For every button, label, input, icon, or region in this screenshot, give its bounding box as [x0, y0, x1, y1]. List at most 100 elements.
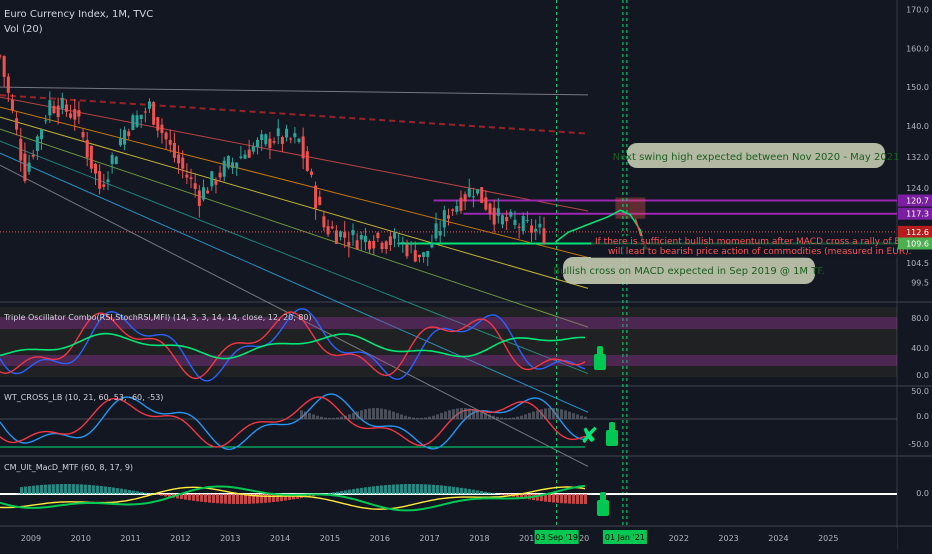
candle-body: [447, 215, 450, 218]
price-tick-label: 132.0: [906, 153, 929, 162]
wt-histogram-bar: [544, 408, 547, 419]
candle-body: [505, 217, 508, 221]
candle-body: [202, 187, 205, 199]
wt-histogram-bar: [472, 409, 475, 419]
candle-body: [401, 242, 404, 243]
year-tick-label: 2012: [170, 534, 190, 543]
candle-body: [82, 132, 85, 137]
macd-histogram-bar: [464, 488, 467, 494]
macd-histogram-bar: [108, 487, 111, 494]
candle-body: [356, 240, 359, 249]
candle-body: [439, 231, 442, 235]
candle-body: [0, 55, 2, 56]
candle-body: [293, 133, 296, 137]
macd-histogram-bar: [140, 492, 143, 494]
wt-histogram-bar: [300, 410, 303, 419]
year-tick-label: 2018: [469, 534, 489, 543]
macd-histogram-bar: [160, 494, 163, 496]
candle-body: [268, 139, 271, 148]
candle-body: [385, 241, 388, 249]
year-tick-label: 2010: [71, 534, 91, 543]
macd-histogram-bar: [232, 494, 235, 504]
macd-histogram-bar: [412, 484, 415, 494]
thumbs-up-icon-wt: [606, 430, 618, 446]
candle-body: [156, 117, 159, 130]
candle-body: [181, 158, 184, 169]
candle-body: [160, 125, 163, 133]
candle-body: [144, 111, 147, 112]
macd-histogram-bar: [204, 494, 207, 502]
macd-histogram-bar: [356, 488, 359, 494]
thumbs-up-icon-osc: [597, 346, 603, 356]
wt-histogram-bar: [484, 413, 487, 419]
candle-body: [219, 173, 222, 178]
wt-histogram-bar: [408, 417, 411, 419]
candle-body: [115, 157, 118, 164]
macd-histogram-bar: [44, 485, 47, 494]
wt-histogram-bar: [548, 408, 551, 419]
candle-body: [459, 198, 462, 211]
candle-body: [376, 233, 379, 238]
macd-histogram-bar: [36, 485, 39, 494]
candle-body: [244, 154, 247, 158]
candle-body: [368, 241, 371, 249]
candle-body: [364, 236, 367, 242]
time-marker-sep-2019: 03 Sep '19: [535, 533, 578, 542]
wt-histogram-bar: [428, 417, 431, 419]
macd-histogram-bar: [332, 492, 335, 494]
macd-histogram-bar: [400, 484, 403, 494]
macd-histogram-bar: [132, 491, 135, 494]
candle-body: [430, 244, 433, 248]
candle-body: [389, 236, 392, 245]
wt-histogram-bar: [416, 418, 419, 419]
wt-histogram-bar: [444, 412, 447, 419]
macd-histogram-bar: [556, 494, 559, 503]
candle-body: [86, 140, 89, 158]
wt-histogram-bar: [560, 409, 563, 419]
wt-histogram-bar: [456, 408, 459, 419]
price-tick-label: 160.0: [906, 44, 929, 53]
wt-histogram-bar: [388, 410, 391, 419]
candle-body: [235, 163, 238, 168]
candle-body: [414, 250, 417, 261]
candle-body: [372, 241, 375, 248]
macd-histogram-bar: [396, 484, 399, 494]
wt-histogram-bar: [372, 408, 375, 419]
macd-histogram-bar: [404, 484, 407, 494]
macd-histogram-bar: [220, 494, 223, 504]
thumbs-up-icon-macd: [600, 492, 606, 502]
macd-histogram-bar: [32, 486, 35, 494]
wt-histogram-bar: [504, 418, 507, 419]
macd-histogram-bar: [368, 487, 371, 494]
macd-histogram-bar: [224, 494, 227, 504]
candle-body: [260, 134, 263, 140]
wt-histogram-bar: [488, 414, 491, 419]
wt-histogram-bar: [496, 417, 499, 419]
wt-histogram-bar: [584, 417, 587, 419]
momentum-text-1: If there is sufficient bullish momentum …: [595, 237, 912, 247]
macd-histogram-bar: [188, 494, 191, 500]
candle-body: [534, 229, 537, 232]
wt-histogram-bar: [556, 408, 559, 419]
price-tick-label: 170.0: [906, 6, 929, 15]
macd-histogram-bar: [28, 486, 31, 494]
candle-body: [227, 156, 230, 168]
macd-histogram-bar: [452, 487, 455, 494]
candle-body: [335, 230, 338, 243]
wt-histogram-bar: [356, 412, 359, 419]
wt-histogram-bar: [392, 412, 395, 419]
macd-histogram-bar: [212, 494, 215, 503]
candle-body: [210, 171, 213, 186]
macd-histogram-bar: [448, 486, 451, 494]
macd-histogram-bar: [364, 487, 367, 494]
year-tick-label: 2009: [21, 534, 41, 543]
candle-body: [44, 120, 47, 121]
macd-histogram-bar: [352, 489, 355, 494]
candle-body: [381, 243, 384, 249]
candle-body: [298, 139, 301, 142]
wt-histogram-bar: [380, 408, 383, 419]
candle-body: [28, 163, 31, 172]
candle-body: [136, 115, 139, 127]
thumbs-up-icon-wt: [609, 422, 615, 432]
